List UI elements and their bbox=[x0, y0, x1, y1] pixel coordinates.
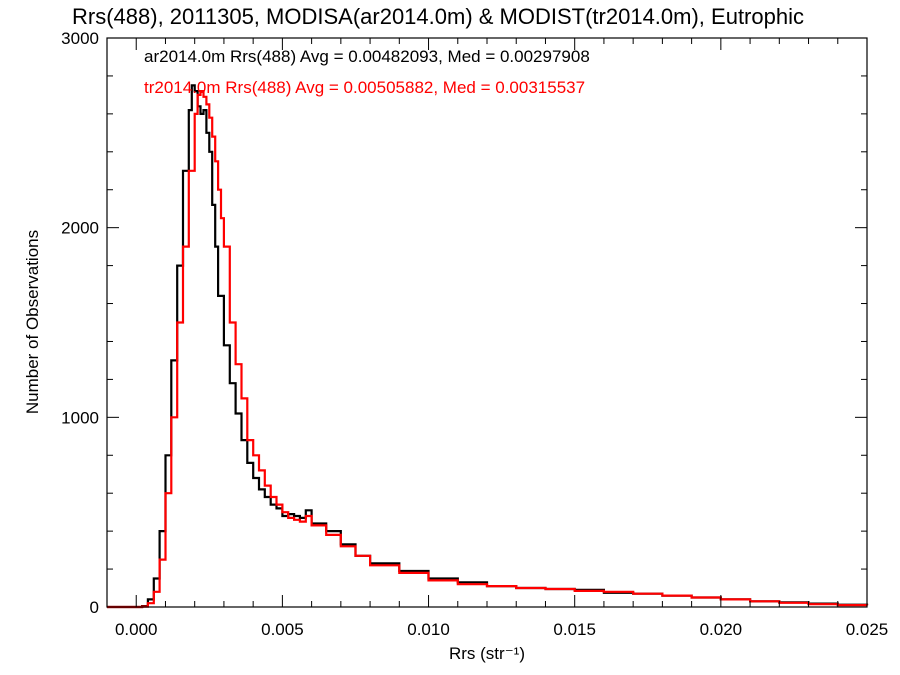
series-line-2 bbox=[107, 90, 869, 609]
y-tick-label: 1000 bbox=[61, 408, 99, 427]
plot-frame bbox=[106, 37, 868, 608]
x-tick-label: 0.005 bbox=[261, 620, 304, 639]
chart-title: Rrs(488), 2011305, MODISA(ar2014.0m) & M… bbox=[72, 4, 804, 29]
x-tick-label: 0.000 bbox=[115, 620, 158, 639]
x-axis-label: Rrs (str⁻¹) bbox=[449, 644, 525, 663]
x-tick-label: 0.015 bbox=[553, 620, 596, 639]
x-tick-label: 0.020 bbox=[700, 620, 743, 639]
y-axis-label: Number of Observations bbox=[23, 230, 42, 414]
series-line-1 bbox=[107, 84, 869, 609]
legend-entry-1: ar2014.0m Rrs(488) Avg = 0.00482093, Med… bbox=[144, 47, 590, 66]
x-tick-label: 0.010 bbox=[407, 620, 450, 639]
y-tick-label: 2000 bbox=[61, 219, 99, 238]
x-tick-label: 0.025 bbox=[846, 620, 889, 639]
legend-entry-2: tr2014.0m Rrs(488) Avg = 0.00505882, Med… bbox=[144, 78, 585, 97]
y-tick-label: 3000 bbox=[61, 29, 99, 48]
y-tick-label: 0 bbox=[90, 598, 99, 617]
